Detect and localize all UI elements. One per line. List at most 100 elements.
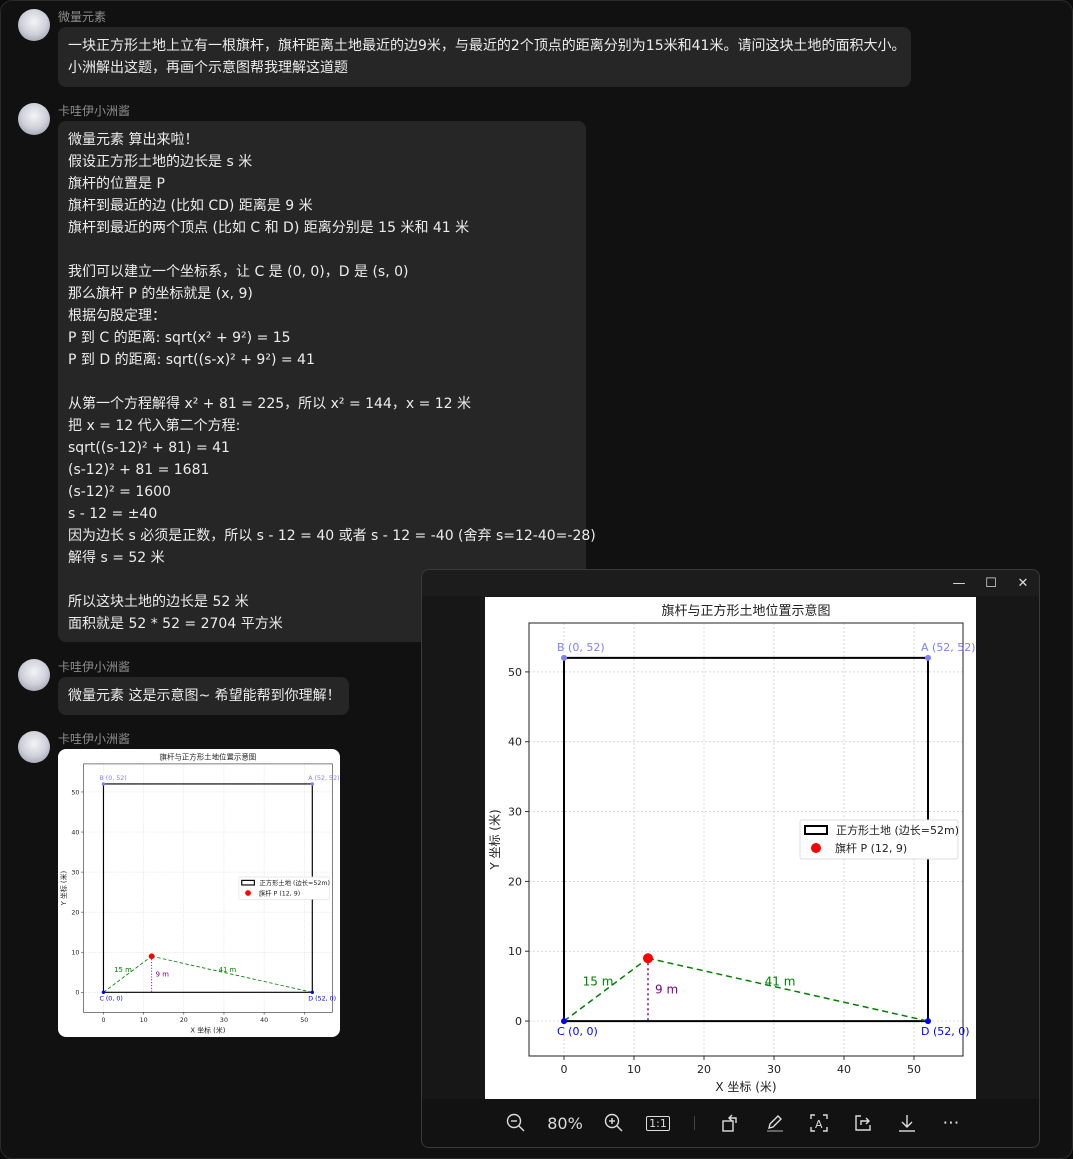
vertex-label: D (52, 0) — [308, 995, 336, 1002]
x-axis-label: X 坐标 (米) — [715, 1080, 776, 1094]
x-tick-label: 20 — [697, 1063, 711, 1076]
distance-line — [103, 955, 152, 993]
vertex-label: A (52, 52) — [921, 641, 976, 654]
x-tick-label: 30 — [767, 1063, 781, 1076]
y-axis-label: Y 坐标 (米) — [488, 809, 502, 870]
x-tick-label: 0 — [101, 1017, 105, 1024]
axes-frame — [83, 763, 333, 1013]
chart-thumbnail[interactable]: 旗杆与正方形土地位置示意图 0 10 20 30 40 50 0 10 20 30 40 50 X 坐标 … — [58, 749, 340, 1037]
y-tick-label: 30 — [71, 869, 79, 876]
x-tick-label: 40 — [837, 1063, 851, 1076]
legend-square-swatch — [241, 879, 255, 886]
y-tick-label: 50 — [71, 789, 79, 796]
legend-square-label: 正方形土地 (边长=52m) — [260, 878, 330, 887]
share-icon[interactable] — [841, 1107, 885, 1139]
legend-flagpole-swatch — [245, 890, 251, 896]
y-tick-label: 0 — [75, 990, 79, 997]
x-tick-label: 30 — [220, 1017, 228, 1024]
vertex-label: B (0, 52) — [557, 641, 605, 654]
edit-icon[interactable] — [753, 1107, 797, 1139]
x-tick-label: 40 — [260, 1017, 268, 1024]
legend-flagpole-label: 旗杆 P (12, 9) — [835, 841, 907, 855]
avatar[interactable] — [18, 103, 50, 135]
image-viewer-window: — ☐ ✕ 旗杆与正方形土地位置示意图 0 10 20 30 40 50 0 10 20 30 40 5… — [421, 569, 1040, 1148]
sender-name: 卡哇伊小洲酱 — [58, 104, 131, 118]
y-tick-label: 10 — [71, 950, 79, 957]
legend-square-swatch — [804, 825, 828, 835]
legend-square-label: 正方形土地 (边长=52m) — [836, 823, 959, 837]
legend-flagpole-label: 旗杆 P (12, 9) — [259, 888, 300, 897]
flagpole-point — [148, 953, 155, 960]
x-tick-label: 10 — [140, 1017, 148, 1024]
chart-svg: 旗杆与正方形土地位置示意图 0 10 20 30 40 50 0 10 20 30 40 50 X 坐标 … — [488, 603, 976, 1094]
avatar[interactable] — [18, 731, 50, 763]
y-tick-label: 0 — [515, 1015, 522, 1028]
vertex-point — [925, 654, 931, 661]
vertex-point — [561, 1018, 567, 1025]
sender-name: 微量元素 — [58, 10, 107, 24]
rotate-icon[interactable] — [709, 1107, 753, 1139]
axes-frame — [528, 622, 964, 1057]
distance-line — [151, 955, 313, 993]
zoom-in-icon[interactable] — [592, 1107, 636, 1139]
y-tick-label: 20 — [508, 875, 522, 888]
avatar[interactable] — [18, 659, 50, 691]
y-tick-label: 50 — [508, 666, 522, 679]
legend-flagpole-swatch — [811, 843, 821, 853]
distance-label: 41 m — [219, 966, 237, 974]
distance-label: 9 m — [655, 983, 678, 997]
flagpole-point — [643, 953, 653, 964]
distance-label: 9 m — [156, 971, 170, 979]
zoom-out-icon[interactable] — [494, 1107, 538, 1139]
y-tick-label: 30 — [508, 806, 522, 819]
more-icon[interactable]: ⋯ — [942, 1113, 960, 1133]
chart-figure: 旗杆与正方形土地位置示意图 0 10 20 30 40 50 0 10 20 30 40 50 X 坐标 … — [485, 597, 976, 1099]
chart-thumbnail-svg: 旗杆与正方形土地位置示意图 0 10 20 30 40 50 0 10 20 30 40 50 X 坐标 … — [59, 751, 339, 1034]
close-icon[interactable]: ✕ — [1017, 575, 1029, 591]
y-tick-label: 10 — [508, 945, 522, 958]
message-bubble: 微量元素 算出来啦！ 假设正方形土地的边长是 s 米 旗杆的位置是 P 旗杆到最… — [58, 121, 596, 642]
ocr-icon[interactable]: A — [797, 1107, 841, 1139]
y-tick-label: 40 — [71, 829, 79, 836]
x-axis-label: X 坐标 (米) — [190, 1025, 225, 1034]
vertex-label: C (0, 0) — [557, 1025, 598, 1038]
distance-label: 41 m — [765, 975, 796, 989]
avatar[interactable] — [18, 9, 50, 41]
vertex-point — [925, 1018, 931, 1025]
title-bar: — ☐ ✕ — [422, 570, 1039, 596]
message-bubble: 微量元素 这是示意图~ 希望能帮到你理解！ — [58, 677, 349, 715]
x-tick-label: 0 — [561, 1063, 568, 1076]
zoom-level: 80% — [547, 1113, 583, 1133]
image-stage: 旗杆与正方形土地位置示意图 0 10 20 30 40 50 0 10 20 30 40 50 X 坐标 … — [422, 596, 1039, 1099]
message-bubble: 一块正方形土地上立有一根旗杆，旗杆距离土地最近的边9米，与最近的2个顶点的距离分… — [58, 27, 911, 87]
vertex-label: C (0, 0) — [99, 995, 122, 1002]
legend-box — [238, 876, 330, 900]
vertex-point — [101, 990, 106, 995]
svg-text:A: A — [815, 1118, 823, 1131]
x-tick-label: 20 — [180, 1017, 188, 1024]
vertex-label: D (52, 0) — [921, 1025, 970, 1038]
actual-size-icon[interactable]: 1:1 — [636, 1107, 680, 1139]
distance-label: 15 m — [114, 966, 132, 974]
toolbar-divider — [694, 1116, 695, 1130]
vertex-point — [310, 990, 315, 995]
minimize-icon[interactable]: — — [952, 575, 966, 591]
y-axis-label: Y 坐标 (米) — [59, 871, 68, 907]
actual-size-label: 1:1 — [646, 1115, 670, 1131]
legend-box — [799, 819, 959, 860]
y-tick-label: 40 — [508, 736, 522, 749]
vertex-label: B (0, 52) — [99, 775, 126, 782]
vertex-point — [561, 654, 567, 661]
download-icon[interactable] — [885, 1107, 929, 1139]
distance-label: 15 m — [583, 975, 614, 989]
distance-line — [647, 957, 929, 1022]
x-tick-label: 50 — [907, 1063, 921, 1076]
distance-line — [563, 957, 649, 1022]
maximize-icon[interactable]: ☐ — [985, 575, 997, 591]
sender-name: 卡哇伊小洲酱 — [58, 660, 131, 674]
vertex-point — [310, 782, 315, 786]
chart-title: 旗杆与正方形土地位置示意图 — [160, 751, 257, 761]
chart-title: 旗杆与正方形土地位置示意图 — [661, 603, 830, 619]
sender-name: 卡哇伊小洲酱 — [58, 732, 131, 746]
viewer-toolbar: 80% 1:1 A ⋯ — [422, 1099, 1039, 1147]
